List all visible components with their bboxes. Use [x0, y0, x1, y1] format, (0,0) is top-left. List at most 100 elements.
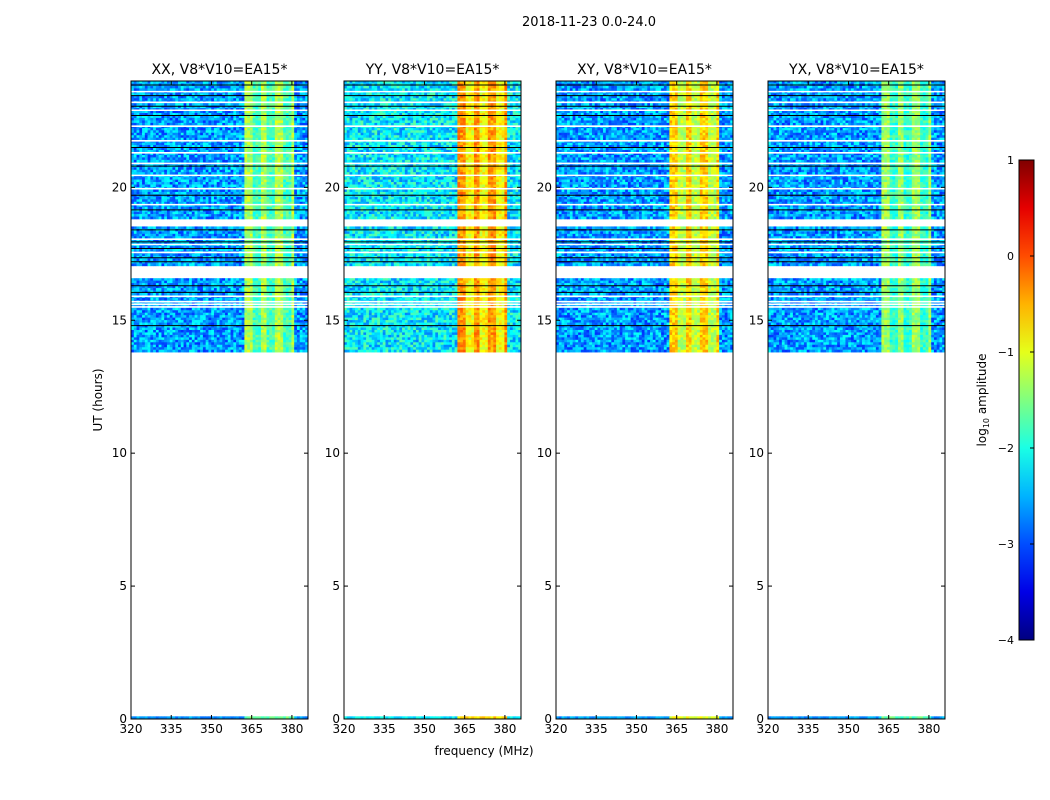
heatmap-cell: [189, 127, 193, 131]
heatmap-cell: [200, 154, 204, 158]
heatmap-cell: [211, 132, 215, 136]
heatmap-cell: [200, 201, 204, 205]
heatmap-cell: [236, 167, 240, 171]
heatmap-cell: [283, 95, 287, 99]
heatmap-cell: [211, 105, 215, 109]
heatmap-cell: [197, 184, 201, 188]
heatmap-cell: [294, 150, 298, 153]
heatmap-cell: [164, 127, 168, 131]
heatmap-cell: [249, 135, 253, 138]
heatmap-cell: [178, 238, 182, 242]
heatmap-cell: [205, 95, 209, 99]
heatmap-cell: [208, 211, 212, 215]
heatmap-cell: [283, 159, 287, 163]
heatmap-cell: [164, 184, 168, 188]
heatmap-cell: [208, 241, 212, 244]
heatmap-cell: [208, 253, 212, 257]
heatmap-cell: [166, 211, 171, 215]
heatmap-cell: [175, 135, 179, 138]
heatmap-cell: [161, 238, 165, 242]
heatmap-cell: [296, 260, 301, 264]
heatmap-cell: [164, 172, 168, 175]
heatmap-cell: [225, 209, 229, 212]
heatmap-cell: [277, 226, 281, 230]
heatmap-cell: [288, 191, 292, 195]
heatmap-cell: [269, 81, 273, 84]
heatmap-cell: [197, 258, 201, 262]
heatmap-cell: [291, 150, 295, 153]
heatmap-cell: [249, 211, 253, 215]
heatmap-cell: [139, 263, 143, 267]
heatmap-cell: [216, 280, 220, 284]
heatmap-cell: [219, 258, 223, 262]
heatmap-cell: [227, 199, 231, 203]
heatmap-cell: [208, 179, 212, 183]
heatmap-cell: [216, 288, 220, 291]
heatmap-cell: [147, 199, 151, 203]
heatmap-cell: [211, 214, 215, 217]
heatmap-cell: [150, 117, 154, 121]
heatmap-cell: [252, 167, 256, 171]
heatmap-cell: [249, 263, 253, 267]
heatmap-cell: [200, 241, 204, 244]
heatmap-cell: [302, 204, 306, 208]
heatmap-cell: [238, 184, 242, 188]
heatmap-cell: [166, 238, 171, 242]
heatmap-cell: [288, 204, 292, 208]
heatmap-cell: [296, 152, 301, 156]
heatmap-cell: [186, 145, 190, 148]
heatmap-cell: [144, 260, 148, 264]
heatmap-cell: [147, 113, 151, 116]
heatmap-cell: [161, 145, 165, 148]
heatmap-cell: [161, 226, 165, 230]
heatmap-cell: [225, 206, 229, 210]
heatmap-cell: [144, 103, 148, 106]
heatmap-cell: [263, 132, 267, 136]
heatmap-cell: [260, 211, 265, 215]
heatmap-cell: [280, 253, 284, 257]
heatmap-cell: [274, 147, 278, 151]
heatmap-cell: [222, 241, 226, 244]
heatmap-cell: [291, 81, 295, 84]
heatmap-cell: [258, 204, 262, 208]
heatmap-cell: [175, 154, 179, 158]
heatmap-cell: [305, 201, 309, 205]
heatmap-cell: [296, 248, 301, 252]
heatmap-cell: [200, 145, 204, 148]
heatmap-cell: [158, 246, 162, 249]
heatmap-cell: [241, 142, 245, 146]
heatmap-cell: [194, 110, 198, 114]
heatmap-cell: [197, 132, 201, 136]
heatmap-cell: [133, 204, 137, 208]
heatmap-cell: [136, 201, 140, 205]
heatmap-cell: [225, 81, 229, 84]
heatmap-cell: [191, 152, 195, 156]
heatmap-cell: [158, 278, 162, 281]
heatmap-cell: [169, 238, 173, 242]
heatmap-cell: [258, 177, 262, 180]
heatmap-cell: [144, 172, 148, 175]
heatmap-cell: [200, 98, 204, 102]
heatmap-cell: [288, 241, 292, 244]
heatmap-cell: [238, 191, 242, 195]
heatmap-cell: [205, 231, 209, 235]
heatmap-cell: [147, 159, 151, 163]
heatmap-cell: [155, 167, 159, 171]
heatmap-cell: [302, 147, 306, 151]
heatmap-cell: [238, 201, 242, 205]
heatmap-cell: [288, 236, 292, 240]
heatmap-cell: [161, 103, 165, 106]
heatmap-cell: [191, 248, 195, 252]
heatmap-cell: [241, 130, 245, 134]
heatmap-cell: [175, 98, 179, 102]
heatmap-cell: [144, 189, 148, 193]
heatmap-cell: [166, 179, 171, 183]
heatmap-cell: [133, 169, 137, 173]
heatmap-cell: [133, 152, 137, 156]
heatmap-cell: [194, 209, 198, 212]
heatmap-cell: [230, 211, 234, 215]
heatmap-cell: [274, 238, 278, 242]
heatmap-cell: [244, 95, 248, 99]
heatmap-cell: [233, 152, 237, 156]
heatmap-cell: [269, 179, 273, 183]
